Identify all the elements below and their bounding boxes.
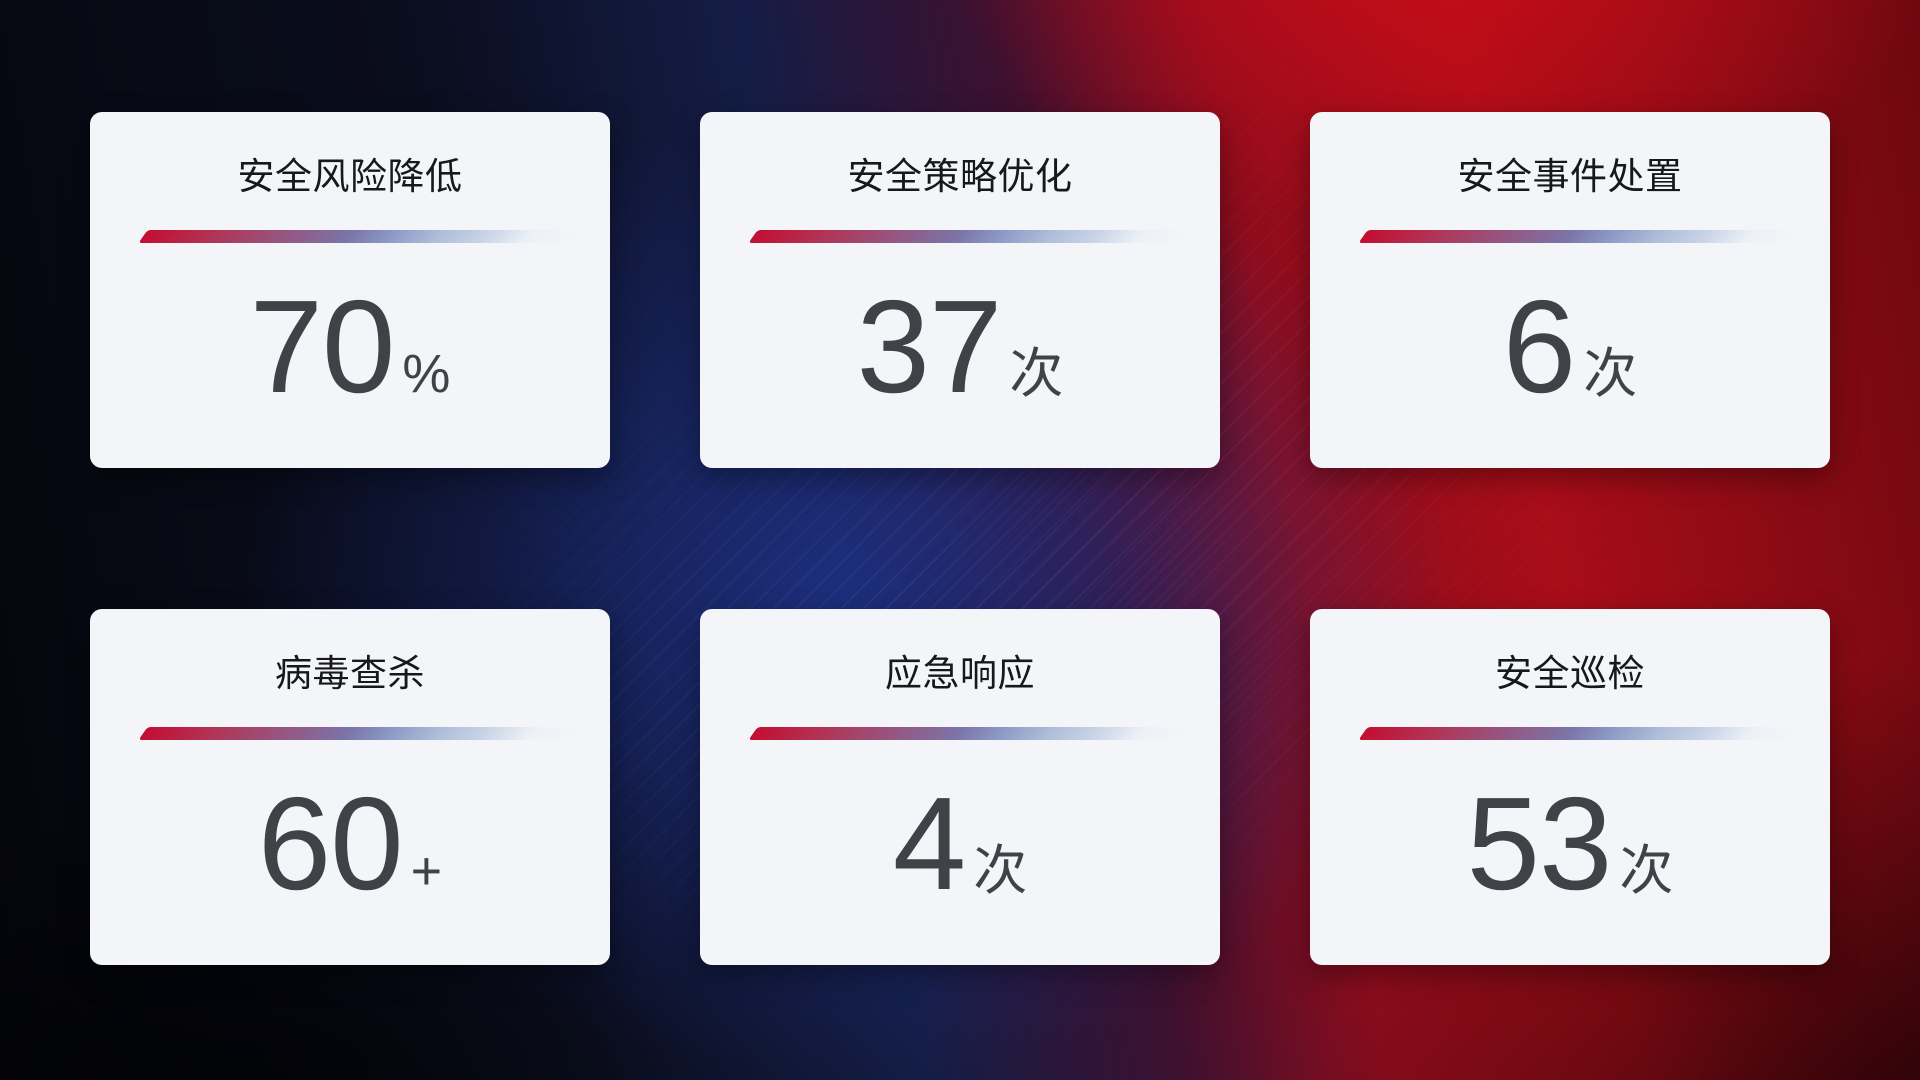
- gradient-divider: [1358, 726, 1823, 740]
- stat-card-title: 病毒查杀: [275, 653, 425, 694]
- stat-value-row: 53 次: [1310, 769, 1830, 917]
- stat-value-row: 4 次: [700, 769, 1220, 917]
- stat-value: 37: [856, 272, 1003, 420]
- stat-card-title: 应急响应: [885, 653, 1035, 694]
- stat-card-security-inspection: 安全巡检 53 次: [1310, 609, 1830, 965]
- stat-value: 53: [1466, 769, 1613, 917]
- stat-card-risk-reduction: 安全风险降低 70 %: [90, 112, 610, 468]
- stat-value: 4: [892, 769, 966, 917]
- stat-card-emergency-response: 应急响应 4 次: [700, 609, 1220, 965]
- stat-unit: +: [410, 840, 443, 901]
- gradient-divider: [1358, 229, 1823, 243]
- stat-unit: %: [402, 343, 451, 404]
- stat-card-title: 安全事件处置: [1457, 156, 1683, 197]
- stat-unit: 次: [973, 840, 1028, 901]
- stat-value: 6: [1502, 272, 1576, 420]
- stat-card-title: 安全巡检: [1495, 653, 1645, 694]
- stat-card-title: 安全策略优化: [847, 156, 1073, 197]
- stat-card-virus-scan: 病毒查杀 60 +: [90, 609, 610, 965]
- gradient-divider: [138, 726, 603, 740]
- stat-card-policy-optimization: 安全策略优化 37 次: [700, 112, 1220, 468]
- stat-unit: 次: [1009, 343, 1064, 404]
- gradient-divider: [748, 229, 1213, 243]
- gradient-divider: [748, 726, 1213, 740]
- stat-value-row: 37 次: [700, 272, 1220, 420]
- stat-unit: 次: [1583, 343, 1638, 404]
- stat-value: 70: [249, 272, 396, 420]
- stat-card-title: 安全风险降低: [237, 156, 463, 197]
- stat-value-row: 6 次: [1310, 272, 1830, 420]
- gradient-divider: [138, 229, 603, 243]
- stat-unit: 次: [1619, 840, 1674, 901]
- stat-value-row: 70 %: [90, 272, 610, 420]
- stat-value-row: 60 +: [90, 769, 610, 917]
- stat-card-incident-handling: 安全事件处置 6 次: [1310, 112, 1830, 468]
- stat-value: 60: [257, 769, 404, 917]
